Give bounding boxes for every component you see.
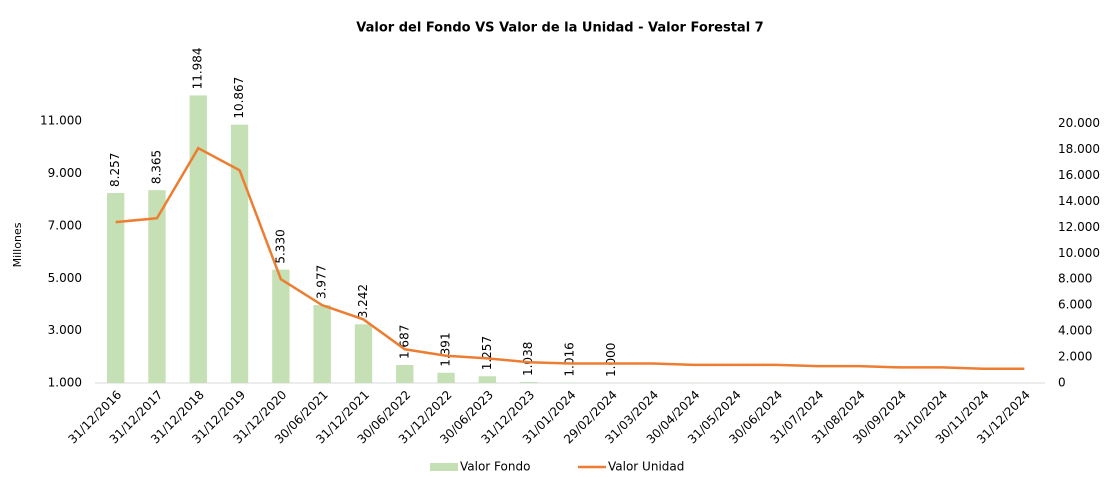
legend-swatch [430,463,458,471]
bar [189,95,207,383]
chart-title: Valor del Fondo VS Valor de la Unidad - … [356,21,763,36]
y-tick-label: 9.000 [48,166,82,180]
y2-tick-label: 0 [1058,376,1066,390]
bar [148,190,166,383]
y2-tick-label: 2.000 [1058,350,1092,364]
y2-tick-label: 20.000 [1058,116,1100,130]
data-label: 1.687 [397,325,411,359]
data-label: 5.330 [273,229,287,263]
bar [396,365,414,383]
bar [106,192,125,383]
y2-tick-label: 8.000 [1058,272,1092,286]
y2-tick-label: 10.000 [1058,246,1100,260]
y2-tick-label: 14.000 [1058,194,1100,208]
y2-tick-label: 12.000 [1058,220,1100,234]
data-label: 8.365 [149,150,163,184]
data-label: 8.257 [108,153,122,187]
data-label: 1.016 [563,342,577,376]
y2-tick-label: 4.000 [1058,324,1092,338]
y-tick-label: 7.000 [48,218,82,232]
bar [354,324,373,383]
data-label: 1.000 [604,343,618,377]
data-label: 1.257 [480,336,494,370]
y-axis-label: Millones [11,222,24,267]
data-label: 1.391 [439,332,453,366]
bar [313,305,331,383]
data-label: 3.977 [315,265,329,299]
y-tick-label: 1.000 [48,376,82,390]
bar [520,382,538,383]
y2-tick-label: 6.000 [1058,298,1092,312]
y2-tick-label: 16.000 [1058,168,1100,182]
y2-tick-label: 18.000 [1058,142,1100,156]
y-tick-label: 11.000 [40,114,82,128]
bar [437,372,455,383]
legend-label: Valor Unidad [608,460,684,474]
line [115,146,1025,370]
data-label: 3.242 [356,284,370,318]
bar [478,376,497,383]
legend-label: Valor Fondo [460,460,530,474]
y-tick-label: 5.000 [48,271,82,285]
y-tick-label: 3.000 [48,323,82,337]
data-label: 10.867 [232,77,246,119]
bar [230,124,249,383]
bar [272,269,290,383]
data-label: 1.038 [521,342,535,376]
data-label: 11.984 [191,47,205,89]
